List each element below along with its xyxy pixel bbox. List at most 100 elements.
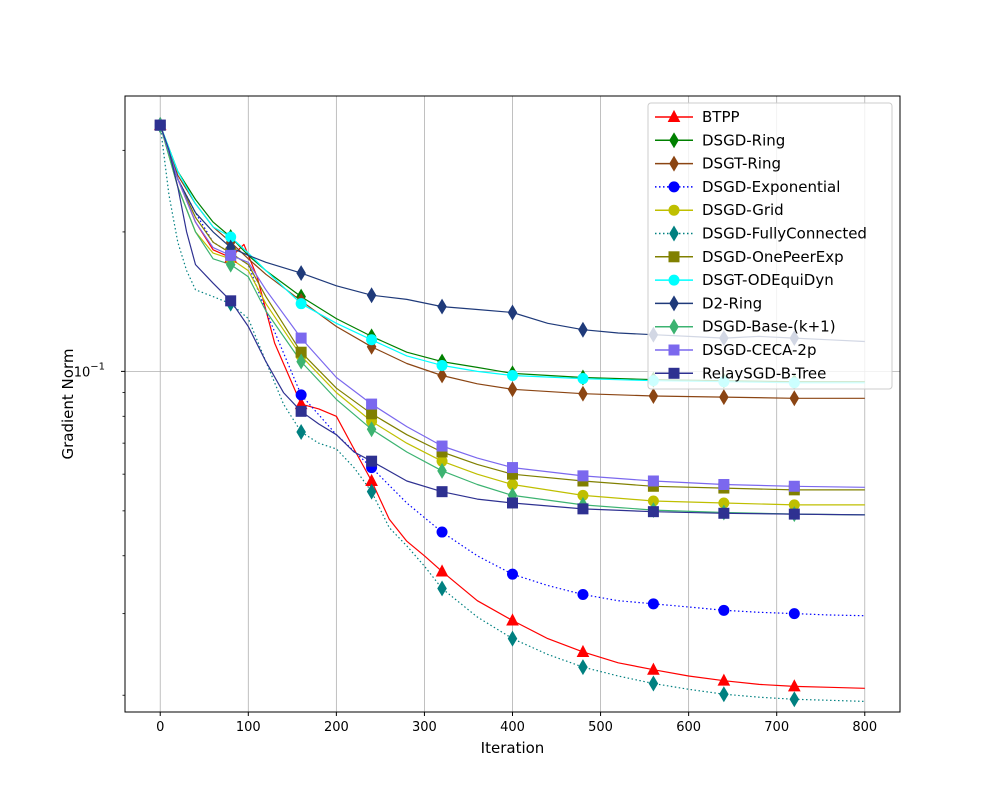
- data-point-marker: [296, 423, 306, 440]
- data-point-marker: [647, 475, 659, 487]
- legend-label-2: DSGT-Ring: [702, 155, 781, 173]
- data-point-marker: [648, 387, 659, 404]
- data-point-marker: [436, 440, 448, 452]
- data-point-marker: [366, 398, 378, 410]
- data-point-marker: [577, 373, 589, 385]
- x-tick-label: 600: [676, 720, 701, 735]
- legend-marker-6: [668, 251, 680, 263]
- legend-label-5: DSGD-FullyConnected: [702, 225, 867, 243]
- data-point-marker: [295, 298, 307, 310]
- data-point-marker: [576, 644, 590, 657]
- data-point-marker: [789, 390, 800, 407]
- data-point-marker: [225, 295, 237, 307]
- data-point-marker: [578, 659, 588, 676]
- x-tick-label: 200: [324, 720, 349, 735]
- data-point-marker: [647, 506, 659, 518]
- legend-label-0: BTPP: [702, 108, 740, 126]
- legend-box: [647, 102, 893, 390]
- data-point-marker: [578, 321, 588, 338]
- data-point-marker: [577, 588, 589, 600]
- legend-marker-9: [669, 318, 679, 335]
- legend-marker-0: [667, 109, 681, 122]
- legend-marker-2: [669, 155, 679, 172]
- y-tick-label-exponent: −1: [90, 361, 105, 372]
- data-point-marker: [788, 508, 800, 520]
- data-point-marker: [507, 369, 518, 381]
- data-point-marker: [578, 385, 588, 402]
- x-tick-label: 800: [852, 720, 877, 735]
- legend-label-10: DSGD-CECA-2p: [702, 341, 817, 359]
- x-tick-label: 500: [588, 720, 613, 735]
- data-point-marker: [506, 613, 519, 626]
- x-tick-label: 400: [500, 720, 525, 735]
- data-point-marker: [507, 568, 518, 580]
- x-tick-label: 100: [236, 720, 261, 735]
- data-point-marker: [366, 334, 378, 346]
- data-point-marker: [437, 580, 447, 597]
- data-point-marker: [366, 421, 377, 438]
- series-line-5: [159, 125, 865, 702]
- y-tick-label: 10−1: [74, 361, 105, 380]
- legend-label-4: DSGD-Grid: [702, 201, 784, 219]
- data-point-marker: [295, 405, 307, 417]
- data-point-marker: [436, 526, 448, 538]
- legend-marker-11: [668, 367, 680, 379]
- legend: BTPP DSGD-Ring DSGT-Ring DSGD-Exponential DS…: [647, 102, 893, 390]
- data-point-marker: [577, 470, 589, 482]
- series-line-0: [159, 124, 865, 689]
- series-line-11: [159, 124, 865, 516]
- data-point-marker: [507, 630, 518, 647]
- legend-marker-4: [668, 204, 680, 216]
- data-point-marker: [435, 564, 449, 577]
- data-point-marker: [436, 359, 448, 371]
- data-point-marker: [789, 691, 800, 708]
- data-point-marker: [787, 679, 801, 692]
- y-tick-label-base: 10: [74, 365, 91, 380]
- legend-marker-1: [669, 132, 679, 149]
- x-tick-label: 300: [412, 720, 437, 735]
- legend-marker-3: [668, 181, 680, 193]
- y-axis-title: Gradient Norm: [59, 349, 77, 460]
- legend-marker-7: [668, 274, 680, 286]
- data-point-marker: [718, 478, 730, 490]
- data-point-marker: [436, 486, 448, 498]
- x-axis-title: Iteration: [481, 739, 545, 757]
- data-point-marker: [788, 608, 800, 620]
- series-markers-11: [154, 119, 800, 520]
- legend-marker-10: [668, 344, 680, 356]
- data-point-marker: [719, 389, 729, 406]
- legend-label-9: DSGD-Base-(k+1): [702, 318, 836, 336]
- legend-label-6: DSGD-OnePeerExp: [702, 248, 844, 266]
- data-point-marker: [437, 462, 447, 479]
- data-point-marker: [437, 367, 447, 384]
- data-point-marker: [717, 673, 731, 686]
- data-point-marker: [366, 455, 378, 467]
- data-point-marker: [507, 497, 518, 509]
- data-point-marker: [718, 507, 730, 519]
- legend-label-7: DSGT-ODEquiDyn: [702, 271, 834, 289]
- data-point-marker: [647, 662, 660, 675]
- data-point-marker: [296, 265, 306, 282]
- axis-ticks: 0 100 200 300 400 500 600 700 800 10−1: [74, 149, 877, 735]
- legend-marker-8: [669, 295, 679, 312]
- data-point-marker: [225, 256, 236, 273]
- data-point-marker: [788, 480, 800, 492]
- data-point-marker: [577, 503, 589, 515]
- data-point-marker: [154, 119, 166, 131]
- data-point-marker: [507, 304, 518, 321]
- legend-label-8: D2-Ring: [702, 294, 762, 312]
- data-point-marker: [366, 287, 377, 304]
- data-point-marker: [366, 483, 377, 500]
- data-point-marker: [718, 604, 730, 616]
- data-point-marker: [719, 686, 729, 703]
- legend-marker-5: [669, 225, 679, 242]
- x-tick-label: 700: [764, 720, 789, 735]
- data-point-marker: [507, 462, 518, 474]
- data-point-marker: [296, 353, 306, 370]
- legend-label-11: RelaySGD-B-Tree: [702, 364, 826, 382]
- data-point-marker: [437, 298, 447, 315]
- data-point-marker: [295, 389, 307, 401]
- data-point-marker: [648, 675, 659, 692]
- series-markers: [153, 117, 801, 708]
